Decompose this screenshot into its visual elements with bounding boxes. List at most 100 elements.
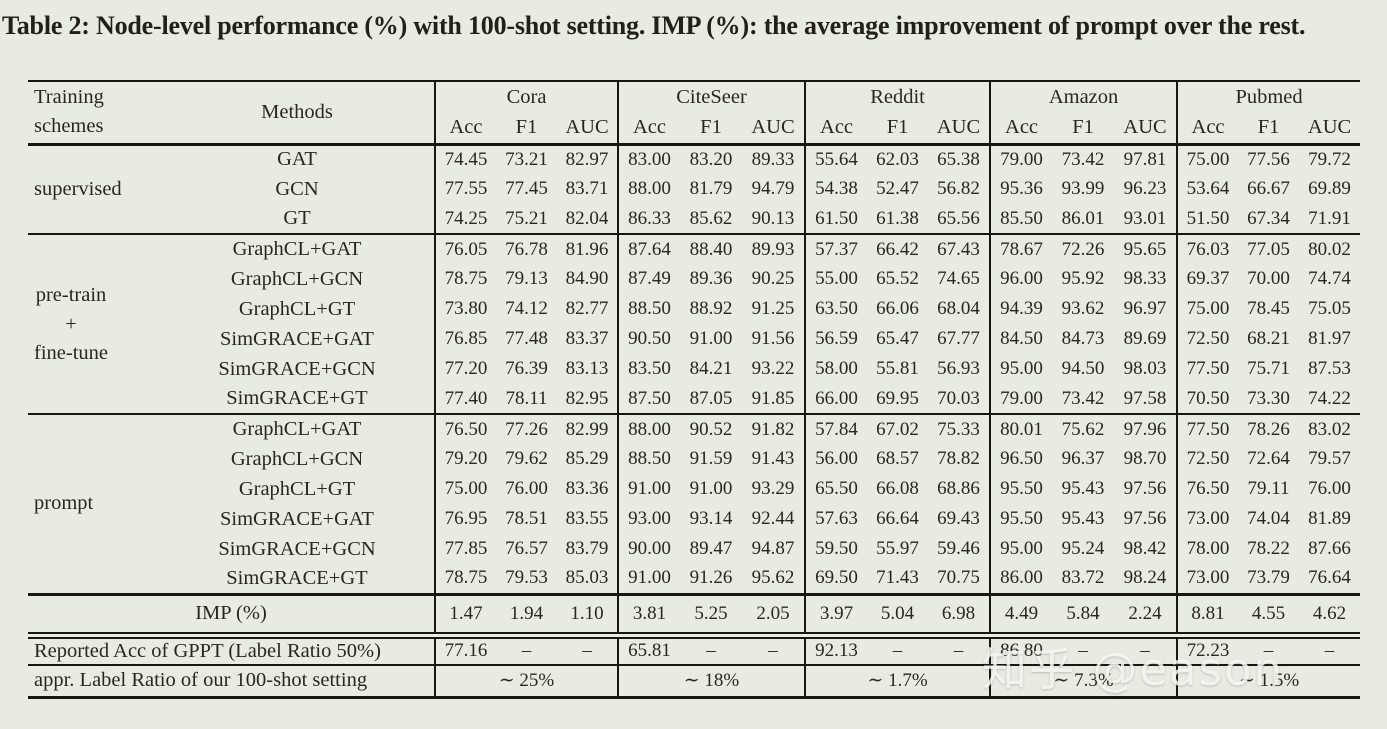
metric-value: 78.67 <box>989 234 1053 264</box>
metric-value: 98.70 <box>1123 448 1167 469</box>
metric-value: 76.64 <box>1299 564 1361 596</box>
metric-value: 73.80 <box>434 294 496 324</box>
metric-value: 79.57 <box>1308 448 1351 469</box>
metric-value: 62.03 <box>876 148 919 170</box>
metric-value: 55.97 <box>876 538 919 559</box>
header-dataset-reddit: Reddit <box>804 81 991 113</box>
metric-value: 83.13 <box>565 358 609 379</box>
method-label: SimGRACE+GCN <box>218 537 376 560</box>
metric-value: 61.50 <box>804 204 868 235</box>
metric-value: 90.13 <box>742 204 806 235</box>
metric-value: 55.64 <box>804 144 868 174</box>
metric-value: 76.50 <box>1176 474 1239 504</box>
imp-label: IMP (%) <box>28 594 435 639</box>
metric-value: 79.72 <box>1308 148 1351 170</box>
metric-value: 82.95 <box>557 384 618 415</box>
metric-value: 61.38 <box>867 204 929 235</box>
method-label: GraphCL+GCN <box>230 267 364 290</box>
metric-value: 96.00 <box>989 264 1053 294</box>
header-metric-amazon-acc: Acc <box>989 113 1053 146</box>
table-row: GCN 77.55 77.45 83.71 88.00 81.79 94.79 54.38 52… <box>28 174 1360 204</box>
table-row: SimGRACE+GCN 77.20 76.39 83.13 83.50 84.21 93.… <box>28 354 1360 384</box>
metric-value: 83.37 <box>565 328 609 349</box>
metric-value: 81.89 <box>1308 508 1351 529</box>
metric-value: 65.47 <box>876 328 919 349</box>
header-dataset-pubmed: Pubmed <box>1176 81 1361 113</box>
scheme-label-block: prompt <box>34 489 93 518</box>
metric-value: 73.42 <box>1052 384 1115 415</box>
metric-value: 91.85 <box>742 384 806 415</box>
metric-value: 85.29 <box>565 448 609 469</box>
metric-value: 76.57 <box>505 538 548 559</box>
table-header: Training schemes Methods Cora CiteSeer R… <box>28 81 1361 146</box>
metric-value: 65.38 <box>937 148 980 170</box>
metric-value: 95.36 <box>989 174 1053 204</box>
metric-value: 96.23 <box>1123 178 1167 199</box>
header-metric-citeseer-f1: F1 <box>680 113 742 146</box>
metric-value: 91.00 <box>617 564 680 596</box>
metric-value: 77.56 <box>1247 148 1290 170</box>
scheme-label-line: supervised <box>34 177 122 200</box>
table-row: GT 74.25 75.21 82.04 86.33 85.62 90.13 61.50 61.… <box>28 204 1361 235</box>
metric-value: 89.36 <box>689 268 733 289</box>
label-ratio-value: ∼ 7.3% <box>989 665 1178 699</box>
table-row: supervised GAT 74.45 73.21 82.97 83.00 83.20 89… <box>28 144 1360 235</box>
metric-value: 79.13 <box>505 268 548 289</box>
metric-value: 75.00 <box>1176 144 1239 174</box>
metric-value: 82.04 <box>557 204 618 235</box>
table-row: GraphCL+GT 75.00 76.00 83.36 91.00 91.00 93.29… <box>28 474 1360 504</box>
metric-value: 88.00 <box>617 414 680 444</box>
metric-value: 79.00 <box>989 144 1053 174</box>
metric-value: 54.38 <box>804 174 868 204</box>
metric-value: 82.77 <box>565 298 609 319</box>
metric-value: 98.03 <box>1123 358 1167 379</box>
metric-value: 65.56 <box>928 204 991 235</box>
metric-value: 98.42 <box>1123 538 1167 559</box>
table-row: prompt GraphCL+GAT 76.50 77.26 82.99 88.00 90.… <box>28 414 1360 596</box>
metric-value: 91.82 <box>751 418 795 440</box>
method-label: SimGRACE+GCN <box>218 357 376 380</box>
header-training-schemes: Training schemes <box>28 81 160 146</box>
imp-value: 4.62 <box>1299 594 1361 639</box>
gppt-value: – <box>1299 635 1361 666</box>
metric-value: 86.00 <box>989 564 1053 596</box>
metric-value: 91.00 <box>689 328 733 349</box>
metric-value: 93.14 <box>689 508 733 529</box>
metric-value: 79.62 <box>505 448 548 469</box>
metric-value: 77.48 <box>505 328 548 349</box>
header-dataset-citeseer: CiteSeer <box>616 81 806 113</box>
metric-value: 72.64 <box>1247 448 1290 469</box>
header-metric-amazon-f1: F1 <box>1052 113 1115 146</box>
metric-value: 93.22 <box>751 358 795 379</box>
metric-value: 91.25 <box>751 298 795 319</box>
imp-value: 5.04 <box>867 594 929 639</box>
table-row: SimGRACE+GT 78.75 79.53 85.03 91.00 91.26 95.6… <box>28 564 1361 596</box>
metric-value: 95.92 <box>1061 268 1105 289</box>
imp-value: 1.94 <box>496 594 557 639</box>
scheme-label-line: fine-tune <box>34 341 108 364</box>
metric-value: 83.36 <box>565 478 609 499</box>
gppt-value: – <box>557 635 618 666</box>
gppt-value: – <box>867 635 929 666</box>
metric-value: 94.87 <box>751 538 795 559</box>
header-dataset-cora: Cora <box>434 81 618 113</box>
metric-value: 78.26 <box>1247 418 1290 440</box>
metric-value: 84.73 <box>1061 328 1105 349</box>
metric-value: 76.85 <box>434 324 496 354</box>
metric-value: 84.50 <box>989 324 1053 354</box>
metric-value: 84.21 <box>689 358 733 379</box>
metric-value: 74.65 <box>937 268 980 289</box>
metric-value: 82.99 <box>565 418 609 440</box>
metric-value: 93.01 <box>1114 204 1178 235</box>
metric-value: 66.64 <box>876 508 919 529</box>
metric-value: 76.03 <box>1176 234 1239 264</box>
header-metric-cora-auc: AUC <box>557 113 618 146</box>
metric-value: 95.62 <box>742 564 806 596</box>
metric-value: 66.08 <box>876 478 919 499</box>
metric-value: 72.50 <box>1176 324 1239 354</box>
gppt-value: 77.16 <box>434 635 496 666</box>
metric-value: 95.24 <box>1061 538 1105 559</box>
metric-value: 77.20 <box>434 354 496 384</box>
metric-value: 75.62 <box>1061 418 1105 440</box>
metric-value: 77.05 <box>1247 238 1290 260</box>
